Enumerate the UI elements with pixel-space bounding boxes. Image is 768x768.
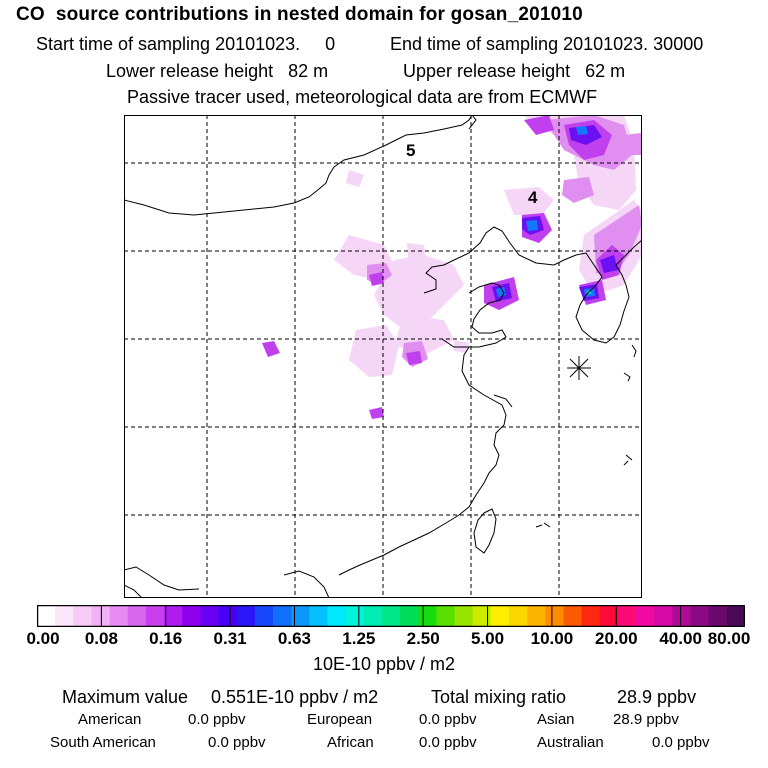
total-value: 28.9 ppbv bbox=[617, 687, 697, 707]
colorbar-swatch bbox=[109, 605, 129, 627]
maximum-label: Maximum value bbox=[62, 687, 189, 707]
colorbar-swatch bbox=[418, 605, 437, 627]
colorbar-tick-label: 0.31 bbox=[213, 629, 247, 648]
coastlines bbox=[124, 115, 642, 598]
colorbar-swatch bbox=[37, 605, 56, 627]
colorbar-tick-label: 0.16 bbox=[149, 629, 183, 648]
region-value-american: 0.0 ppbv bbox=[188, 711, 246, 728]
colorbar-swatch bbox=[309, 605, 329, 627]
colorbar-swatch bbox=[545, 605, 565, 627]
colorbar-tick-label: 0.00 bbox=[26, 629, 60, 648]
region-name-asian: Asian bbox=[537, 711, 575, 728]
colorbar-swatch bbox=[599, 605, 619, 627]
colorbar-swatch bbox=[454, 605, 474, 627]
colorbar-swatch bbox=[345, 605, 365, 627]
colorbar-tick-label: 5.00 bbox=[470, 629, 505, 648]
colorbar-units: 10E-10 ppbv / m2 bbox=[312, 654, 456, 674]
colorbar-swatch bbox=[218, 605, 238, 627]
figure-title: CO source contributions in nested domain… bbox=[16, 4, 583, 25]
start-time-label: Start time of sampling 20101023. 0 bbox=[36, 34, 336, 54]
end-time-label: End time of sampling 20101023. 30000 bbox=[390, 34, 704, 54]
colorbar-swatch bbox=[182, 605, 201, 627]
colorbar-swatch bbox=[654, 605, 673, 627]
colorbar bbox=[36, 604, 746, 628]
region-name-american: American bbox=[78, 711, 142, 728]
lat-lon-grid bbox=[124, 115, 642, 598]
tracer-note: Passive tracer used, meteorological data… bbox=[127, 87, 598, 107]
colorbar-swatch bbox=[381, 605, 401, 627]
colorbar-swatch bbox=[254, 605, 274, 627]
colorbar-swatch bbox=[581, 605, 601, 627]
colorbar-swatch bbox=[145, 605, 165, 627]
colorbar-swatch bbox=[273, 605, 292, 627]
lower-release-label: Lower release height 82 m bbox=[106, 61, 329, 81]
colorbar-swatch bbox=[509, 605, 528, 627]
colorbar-swatch bbox=[708, 605, 728, 627]
region-value-australian: 0.0 ppbv bbox=[652, 734, 710, 751]
colorbar-swatch bbox=[55, 605, 74, 627]
colorbar-swatch bbox=[200, 605, 220, 627]
region-value-european: 0.0 ppbv bbox=[419, 711, 477, 728]
maximum-value: 0.551E-10 ppbv / m2 bbox=[211, 687, 379, 707]
colorbar-tick-label: 1.25 bbox=[342, 629, 376, 648]
map-frame bbox=[124, 115, 642, 598]
colorbar-swatch bbox=[291, 605, 310, 627]
map-panel: 5 4 bbox=[124, 115, 642, 598]
colorbar-swatch bbox=[490, 605, 510, 627]
region-value-asian: 28.9 ppbv bbox=[613, 711, 679, 728]
asterisk-icon bbox=[567, 356, 591, 380]
colorbar-swatch bbox=[726, 605, 746, 627]
colorbar-swatch bbox=[164, 605, 183, 627]
colorbar-swatch bbox=[636, 605, 655, 627]
colorbar-tick-label: 0.63 bbox=[277, 629, 311, 648]
colorbar-tick-labels: 0.00 0.08 0.16 0.31 0.63 1.25 2.50 5.00 10.00 20.… bbox=[0, 629, 768, 651]
map-canvas: 5 4 bbox=[124, 115, 642, 598]
colorbar-swatch bbox=[472, 605, 492, 627]
colorbar-tick-label: 0.08 bbox=[84, 629, 118, 648]
region-name-australian: Australian bbox=[537, 734, 604, 751]
colorbar-tick-label: 10.00 bbox=[530, 629, 574, 648]
contour-label-5: 5 bbox=[406, 141, 415, 160]
colorbar-swatch bbox=[527, 605, 546, 627]
colorbar-swatch bbox=[672, 605, 692, 627]
upper-release-label: Upper release height 62 m bbox=[403, 61, 626, 81]
concentration-field bbox=[262, 115, 642, 419]
colorbar-tick-label: 80.00 bbox=[707, 629, 751, 648]
colorbar-swatch bbox=[327, 605, 347, 627]
colorbar-swatch bbox=[690, 605, 710, 627]
colorbar-swatch bbox=[400, 605, 419, 627]
colorbar-swatch bbox=[236, 605, 256, 627]
colorbar-swatch bbox=[73, 605, 93, 627]
colorbar-swatch bbox=[436, 605, 456, 627]
colorbar-frame bbox=[36, 604, 746, 628]
colorbar-tick-label: 40.00 bbox=[659, 629, 702, 648]
colorbar-swatches bbox=[36, 604, 746, 628]
total-label: Total mixing ratio bbox=[431, 687, 567, 707]
colorbar-swatch bbox=[363, 605, 383, 627]
region-name-european: European bbox=[307, 711, 373, 728]
colorbar-swatch bbox=[563, 605, 583, 627]
colorbar-swatch bbox=[617, 605, 637, 627]
colorbar-swatch bbox=[91, 605, 111, 627]
region-name-african: African bbox=[327, 734, 374, 751]
colorbar-tick-label: 20.00 bbox=[594, 629, 638, 648]
region-value-african: 0.0 ppbv bbox=[419, 734, 477, 751]
colorbar-swatch bbox=[127, 605, 147, 627]
region-name-south-american: South American bbox=[50, 734, 156, 751]
contour-label-4: 4 bbox=[528, 188, 538, 207]
colorbar-tick-label: 2.50 bbox=[406, 629, 440, 648]
region-value-south-american: 0.0 ppbv bbox=[208, 734, 266, 751]
